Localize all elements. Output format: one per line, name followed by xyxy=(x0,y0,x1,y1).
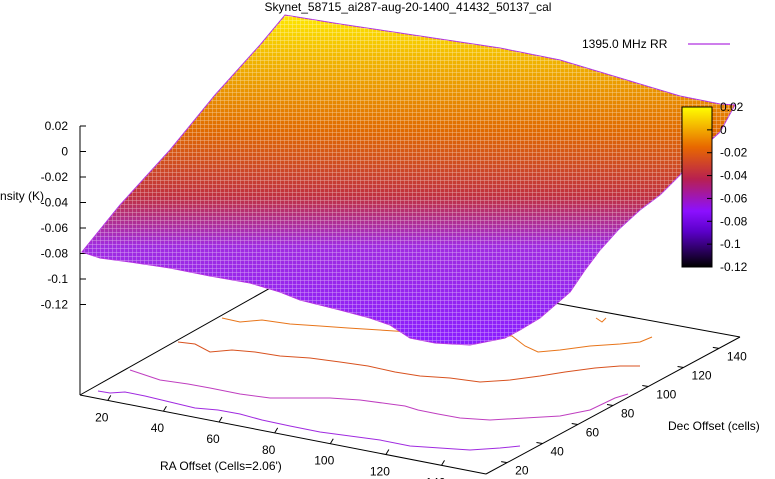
x-tick-label: 100 xyxy=(314,454,334,468)
x-tick-label: 40 xyxy=(151,421,165,435)
z-tick-label: 0.02 xyxy=(45,119,69,133)
x-tick-mark xyxy=(162,405,167,412)
y-axis-label: Dec Offset (cells) xyxy=(668,419,760,433)
colorbar-tick-label: 0 xyxy=(720,123,727,137)
legend: 1395.0 MHz RR xyxy=(582,37,730,51)
y-tick-label: 100 xyxy=(656,387,676,401)
z-tick-label: 0 xyxy=(61,145,68,159)
x-tick-mark xyxy=(441,460,445,466)
x-tick-mark xyxy=(274,427,279,434)
y-tick-label: 140 xyxy=(727,349,747,363)
x-axis-line xyxy=(79,394,487,475)
x-axis-label: RA Offset (Cells=2.06') xyxy=(160,459,282,473)
y-tick-mark xyxy=(712,346,719,349)
contour-line xyxy=(177,341,640,383)
surface-mesh xyxy=(82,15,735,345)
colorbar-tick-label: -0.02 xyxy=(720,146,748,160)
z-tick-label: -0.06 xyxy=(41,221,69,235)
surface xyxy=(81,14,736,346)
legend-entry-label: 1395.0 MHz RR xyxy=(582,37,668,51)
x-tick-label: 140 xyxy=(425,475,445,479)
colorbar-tick-label: 0.02 xyxy=(720,100,744,114)
colorbar-tick-label: -0.08 xyxy=(720,214,748,228)
contour-line xyxy=(129,369,629,421)
colorbar: 0.02 0 -0.02 -0.04 -0.06 -0.08 -0.1 -0.12 xyxy=(681,100,748,274)
x-tick-label: 60 xyxy=(206,432,220,446)
y-axis-ticks: 20 40 60 80 100 120 140 xyxy=(501,346,747,478)
x-tick-mark xyxy=(107,395,112,401)
z-tick-label: -0.04 xyxy=(41,196,69,210)
y-tick-label: 60 xyxy=(586,426,600,440)
y-tick-mark xyxy=(677,365,684,368)
y-tick-mark xyxy=(642,384,649,387)
y-tick-label: 40 xyxy=(550,445,564,459)
x-tick-label: 80 xyxy=(262,443,276,457)
y-tick-mark xyxy=(571,423,578,426)
x-tick-label: 120 xyxy=(370,465,390,479)
z-tick-label: -0.02 xyxy=(41,170,69,184)
colorbar-tick-label: -0.12 xyxy=(720,260,748,274)
colorbar-tick-label: -0.06 xyxy=(720,191,748,205)
x-axis-ticks: 20 40 60 80 100 120 140 xyxy=(95,395,446,479)
x-tick-mark xyxy=(218,416,223,423)
y-tick-label: 20 xyxy=(515,464,529,478)
y-tick-mark xyxy=(536,442,543,445)
z-tick-label: -0.12 xyxy=(41,298,69,312)
colorbar-tick-label: -0.04 xyxy=(720,169,748,183)
colorbar-tick-label: -0.1 xyxy=(720,237,741,251)
y-tick-label: 120 xyxy=(692,368,712,382)
y-tick-label: 80 xyxy=(621,407,635,421)
z-axis: 0.02 0 -0.02 -0.04 -0.06 -0.08 -0.1 -0.12 Inten… xyxy=(0,119,86,395)
x-tick-label: 20 xyxy=(95,410,109,424)
y-tick-mark xyxy=(606,404,614,406)
x-tick-mark xyxy=(329,438,334,444)
z-tick-label: -0.08 xyxy=(41,247,69,261)
x-tick-mark xyxy=(385,449,390,455)
colorbar-ticks: 0.02 0 -0.02 -0.04 -0.06 -0.08 -0.1 -0.12 xyxy=(707,100,748,274)
chart-title: Skynet_58715_ai287-aug-20-1400_41432_501… xyxy=(265,0,552,14)
z-tick-label: -0.1 xyxy=(47,272,68,286)
colorbar-box xyxy=(681,106,713,268)
y-tick-mark xyxy=(501,461,508,464)
contour-line xyxy=(97,390,521,451)
z-axis-ticks: 0.02 0 -0.02 -0.04 -0.06 -0.08 -0.1 -0.12 xyxy=(41,119,86,312)
z-axis-label: Intensity (K) xyxy=(0,189,44,203)
contour-line xyxy=(595,317,607,323)
